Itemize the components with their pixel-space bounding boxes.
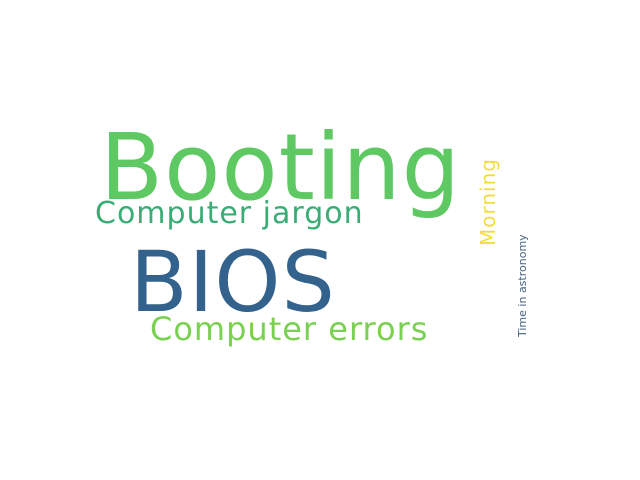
word-booting: Booting — [100, 114, 462, 221]
word-computer-errors: Computer errors — [150, 310, 429, 348]
word-time-in-astronomy: Time in astronomy — [516, 234, 529, 337]
word-bios: BIOS — [130, 233, 336, 331]
word-morning: Morning — [476, 158, 500, 246]
word-computer-jargon: Computer jargon — [95, 196, 364, 231]
